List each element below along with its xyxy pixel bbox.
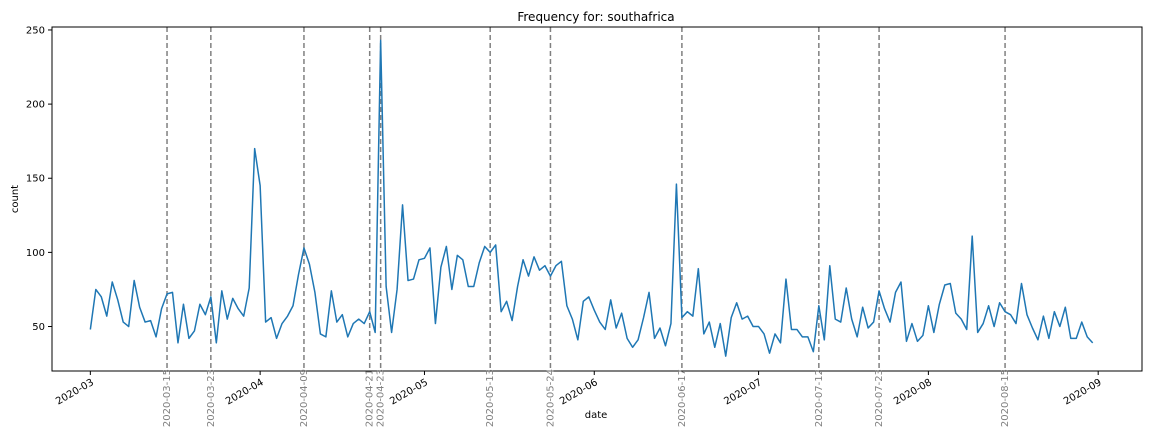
y-tick-label: 250 [26, 25, 45, 36]
series-line [89, 39, 1094, 357]
event-marker-label: 2020-08-15 [1000, 369, 1011, 427]
series-layer [89, 39, 1094, 357]
x-tick-label: 2020-06 [558, 377, 600, 407]
event-marker-label: 2020-07-12 [814, 369, 825, 427]
event-marker-label: 2020-05-24 [545, 369, 556, 427]
chart-title: Frequency for: southafrica [517, 10, 674, 24]
x-tick-label: 2020-07 [722, 377, 764, 407]
y-tick-label: 150 [26, 174, 45, 185]
plot-area-frame [51, 26, 1143, 372]
event-marker-label: 2020-04-09 [299, 369, 310, 427]
y-tick-label: 100 [26, 248, 45, 259]
event-marker-label: 2020-06-17 [677, 369, 688, 427]
y-tick-label: 50 [32, 322, 45, 333]
x-tick-label: 2020-05 [388, 377, 430, 407]
y-axis: 50 100 150 200 250 [26, 25, 52, 333]
event-marker-label: 2020-05-13 [485, 369, 496, 427]
event-marker-labels: 2020-03-15 2020-03-23 2020-04-09 2020-04-21… [162, 369, 1011, 427]
y-axis-title: count [10, 185, 21, 213]
event-marker-lines [166, 27, 1006, 371]
event-marker-label: 2020-03-15 [162, 369, 173, 427]
x-axis-title: date [585, 410, 608, 421]
x-tick-label: 2020-09 [1062, 377, 1104, 407]
x-tick-label: 2020-08 [892, 377, 934, 407]
event-marker-label: 2020-04-23 [376, 369, 387, 427]
x-tick-label: 2020-04 [224, 377, 266, 407]
y-tick-label: 200 [26, 100, 45, 111]
x-tick-label: 2020-03 [54, 377, 96, 407]
event-marker-label: 2020-04-21 [365, 369, 376, 427]
event-marker-label: 2020-03-23 [206, 369, 217, 427]
event-marker-label: 2020-07-23 [874, 369, 885, 427]
